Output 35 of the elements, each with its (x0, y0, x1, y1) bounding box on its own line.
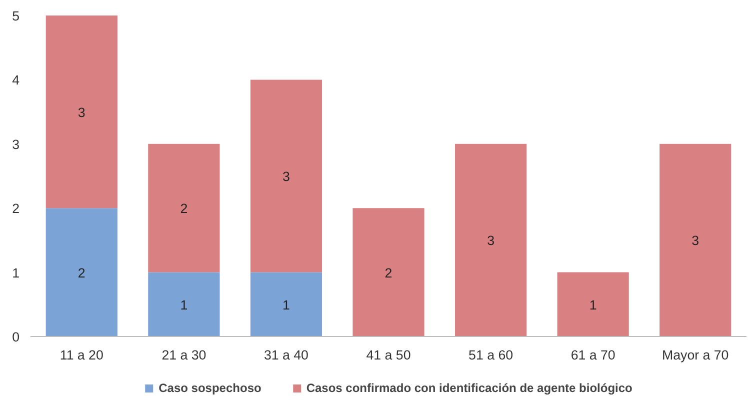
bar (148, 144, 220, 272)
bar (148, 272, 220, 336)
data-label: 3 (78, 104, 86, 120)
y-tick-label: 1 (12, 265, 20, 280)
data-label: 3 (487, 233, 494, 248)
x-tick-label: 11 a 20 (60, 348, 104, 362)
data-label: 2 (78, 265, 86, 280)
bar (46, 16, 118, 208)
y-tick-label: 0 (12, 330, 20, 344)
bar (250, 80, 322, 272)
y-tick-label: 4 (12, 72, 20, 88)
x-tick-label: 41 a 50 (366, 348, 411, 362)
bar (660, 144, 732, 336)
data-label: 1 (589, 297, 597, 312)
data-label: 2 (180, 201, 188, 216)
bar (557, 272, 629, 336)
data-label: 2 (384, 265, 392, 280)
legend-label: Caso sospechoso (158, 380, 262, 394)
x-tick-label: 51 a 60 (468, 348, 514, 362)
x-tick-label: 31 a 40 (264, 348, 308, 362)
data-label: 3 (282, 169, 290, 184)
bar (352, 208, 424, 336)
x-tick-label: 61 a 70 (570, 348, 616, 362)
data-label: 1 (282, 297, 290, 312)
legend-label: Casos confirmado con identificación de agente biológico (306, 380, 632, 394)
bar (454, 144, 527, 336)
data-label: 1 (180, 297, 188, 312)
y-tick-label: 2 (12, 201, 20, 216)
y-tick-label: 3 (12, 136, 20, 152)
data-label: 3 (692, 233, 700, 248)
x-tick-label: 21 a 30 (162, 348, 206, 362)
bar (250, 272, 322, 336)
y-tick-label: 5 (12, 8, 20, 24)
bar (46, 208, 118, 336)
x-tick-label: Mayor a 70 (662, 348, 729, 362)
